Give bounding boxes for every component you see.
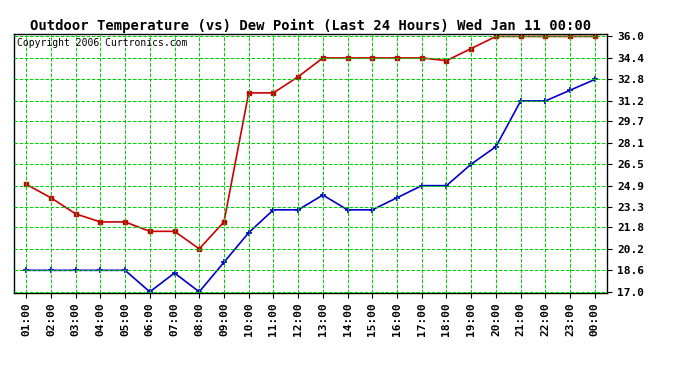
- Title: Outdoor Temperature (vs) Dew Point (Last 24 Hours) Wed Jan 11 00:00: Outdoor Temperature (vs) Dew Point (Last…: [30, 18, 591, 33]
- Text: Copyright 2006 Curtronics.com: Copyright 2006 Curtronics.com: [17, 38, 187, 48]
